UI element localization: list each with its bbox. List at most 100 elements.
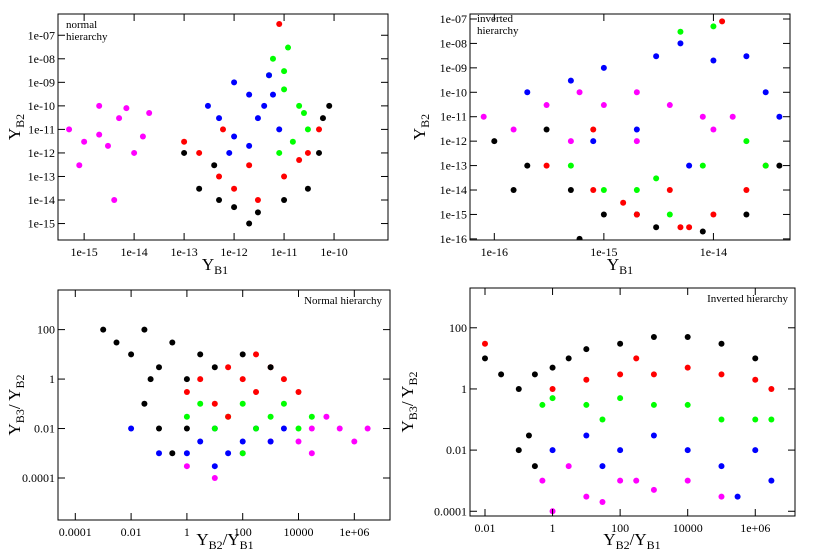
axis-label: YB1 [202, 255, 228, 277]
axis-label-main: Y [398, 420, 417, 432]
point [261, 102, 268, 109]
point [336, 425, 343, 432]
y-tick-label: 1e-13 [440, 159, 467, 173]
point [600, 102, 607, 109]
x-tick-label: 1e-11 [271, 245, 298, 259]
point [710, 57, 717, 64]
point [246, 220, 253, 227]
point [583, 376, 590, 383]
point [549, 447, 556, 454]
point [323, 413, 330, 420]
point [699, 113, 706, 120]
point [531, 463, 538, 470]
x-tick-label: 0.01 [121, 525, 142, 539]
point [583, 432, 590, 439]
point [776, 113, 783, 120]
point [295, 425, 302, 432]
point [620, 199, 627, 206]
axis-label-sub: B3 [13, 409, 27, 423]
y-tick-label: 1e-13 [28, 169, 55, 183]
point [515, 385, 522, 392]
point [246, 142, 253, 149]
point [254, 209, 261, 216]
y-tick-label: 0.0001 [22, 471, 55, 485]
y-tick-label: 0.01 [34, 422, 55, 436]
point [131, 149, 138, 156]
panel: 0.0001 0.01 1 100 10000 1e+060.00010.011100YB… [5, 289, 391, 552]
axis-label: YB1 [607, 255, 633, 277]
point [239, 400, 246, 407]
point [216, 173, 223, 180]
point [66, 126, 73, 133]
point [510, 187, 517, 194]
point [565, 355, 572, 362]
y-tick-label: 100 [37, 323, 55, 337]
point [156, 450, 163, 457]
y-tick-label: 1e-10 [28, 99, 55, 113]
point [267, 413, 274, 420]
point [650, 486, 657, 493]
point [617, 340, 624, 347]
axis-label-sub: B2 [418, 114, 432, 128]
point [543, 162, 550, 169]
point [128, 351, 135, 358]
point [128, 425, 135, 432]
axis-label: YB3/ YB2 [5, 375, 27, 436]
point [524, 89, 531, 96]
axis-label-sub: B3 [406, 406, 420, 420]
point [666, 102, 673, 109]
point [583, 346, 590, 353]
point [599, 499, 606, 506]
panel: 1e-15 1e-14 1e-13 1e-12 1e-11 1e-10 1e-15 1e-14… [5, 13, 389, 277]
point [617, 477, 624, 484]
point [743, 211, 750, 218]
point [116, 115, 123, 122]
annotation: Inverted hierarchy [707, 293, 788, 305]
point [743, 138, 750, 145]
point [253, 351, 260, 358]
point [743, 187, 750, 194]
y-tick-label: 1e-07 [440, 12, 467, 26]
point [633, 126, 640, 133]
point [308, 450, 315, 457]
y-tick-label: 1e-12 [28, 146, 55, 160]
point [539, 477, 546, 484]
point [567, 138, 574, 145]
point [525, 432, 532, 439]
point [281, 68, 288, 75]
point [599, 416, 606, 423]
panel: 0.01 1 100 10000 1e+060.00010.011100YB2/YB1Y… [398, 287, 796, 552]
axis-label-main: Y [5, 128, 24, 140]
point [718, 371, 725, 378]
point [590, 187, 597, 194]
point [76, 162, 83, 169]
point [196, 149, 203, 156]
point [295, 389, 302, 396]
point [239, 351, 246, 358]
point [296, 157, 303, 164]
point [104, 142, 111, 149]
point [762, 162, 769, 169]
axis-label-main: Y [202, 255, 214, 274]
point [169, 339, 176, 346]
axis-label-main: Y [410, 128, 429, 140]
points [66, 21, 333, 227]
point [304, 126, 311, 133]
point [147, 376, 154, 383]
axis-label: YB2/YB1 [196, 530, 253, 552]
axis-label-main: Y [603, 530, 615, 549]
point [276, 149, 283, 156]
point [289, 138, 296, 145]
point [684, 477, 691, 484]
point [686, 224, 693, 231]
point [211, 474, 218, 481]
point [183, 425, 190, 432]
point [650, 371, 657, 378]
point [718, 463, 725, 470]
point [280, 400, 287, 407]
point [567, 77, 574, 84]
point [666, 187, 673, 194]
point [710, 211, 717, 218]
point [96, 131, 103, 138]
point [197, 376, 204, 383]
